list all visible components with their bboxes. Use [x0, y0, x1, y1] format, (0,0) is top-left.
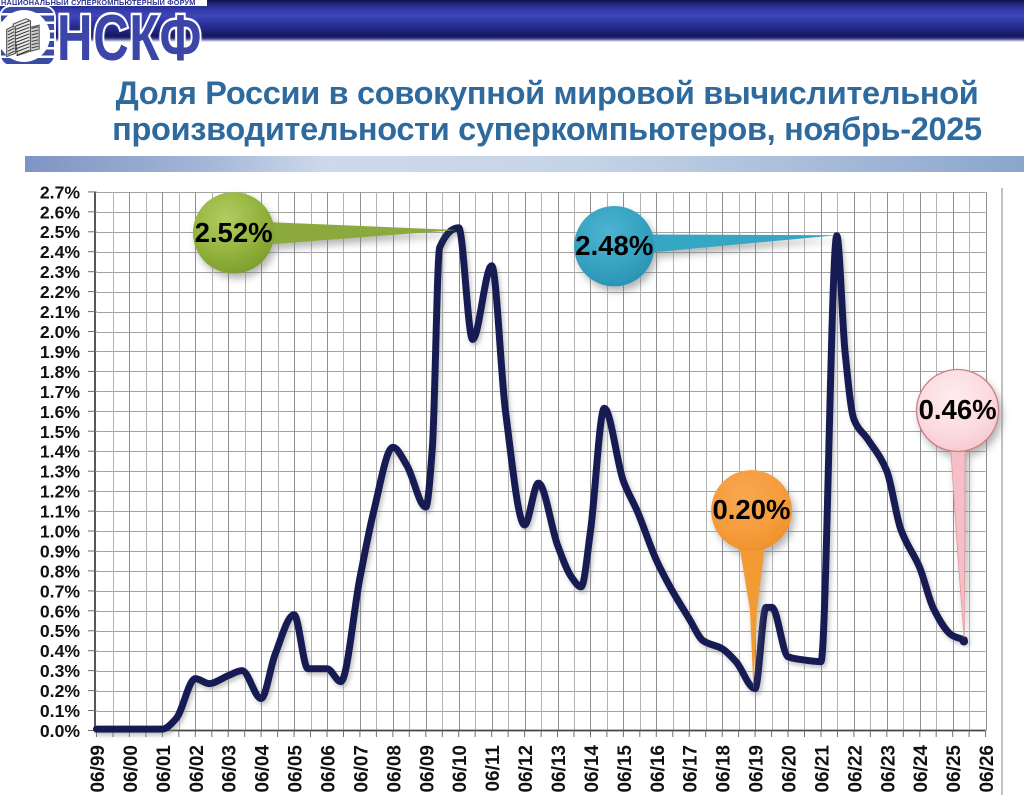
svg-text:06/02: 06/02 — [187, 745, 208, 793]
svg-text:06/10: 06/10 — [450, 745, 471, 793]
svg-text:0.4%: 0.4% — [40, 641, 80, 661]
svg-text:06/13: 06/13 — [549, 745, 570, 793]
svg-text:1.5%: 1.5% — [40, 422, 80, 442]
svg-text:0.3%: 0.3% — [40, 661, 80, 681]
svg-text:06/01: 06/01 — [154, 745, 175, 793]
svg-text:2.0%: 2.0% — [40, 322, 80, 342]
svg-text:06/24: 06/24 — [911, 745, 932, 793]
svg-text:0.7%: 0.7% — [40, 581, 80, 601]
svg-text:06/26: 06/26 — [977, 745, 998, 793]
svg-text:1.2%: 1.2% — [40, 482, 80, 502]
svg-text:06/12: 06/12 — [516, 745, 537, 793]
svg-text:1.6%: 1.6% — [40, 402, 80, 422]
svg-text:06/06: 06/06 — [319, 745, 340, 793]
svg-text:0.2%: 0.2% — [40, 681, 80, 701]
svg-text:2.52%: 2.52% — [195, 217, 273, 248]
svg-text:06/25: 06/25 — [944, 745, 965, 793]
svg-text:06/14: 06/14 — [582, 745, 603, 793]
svg-text:0.1%: 0.1% — [40, 701, 80, 721]
svg-text:06/09: 06/09 — [417, 745, 438, 793]
svg-text:06/04: 06/04 — [253, 745, 274, 793]
svg-text:06/03: 06/03 — [220, 745, 241, 793]
svg-text:06/23: 06/23 — [878, 745, 899, 793]
svg-text:0.0%: 0.0% — [40, 721, 80, 741]
svg-text:06/20: 06/20 — [780, 745, 801, 793]
svg-text:1.0%: 1.0% — [40, 522, 80, 542]
svg-text:0.9%: 0.9% — [40, 542, 80, 562]
svg-text:06/11: 06/11 — [483, 745, 504, 792]
svg-text:0.5%: 0.5% — [40, 621, 80, 641]
svg-text:2.3%: 2.3% — [40, 262, 80, 282]
svg-text:06/21: 06/21 — [813, 745, 834, 793]
svg-text:2.4%: 2.4% — [40, 242, 80, 262]
svg-text:06/99: 06/99 — [88, 745, 109, 793]
svg-text:1.9%: 1.9% — [40, 342, 80, 362]
svg-text:2.1%: 2.1% — [40, 302, 80, 322]
svg-text:0.8%: 0.8% — [40, 561, 80, 581]
svg-text:06/08: 06/08 — [384, 745, 405, 793]
svg-text:0.20%: 0.20% — [713, 494, 791, 525]
svg-text:06/17: 06/17 — [681, 745, 702, 793]
svg-text:1.3%: 1.3% — [40, 462, 80, 482]
svg-text:06/15: 06/15 — [615, 745, 636, 793]
svg-text:06/18: 06/18 — [714, 745, 735, 793]
svg-text:1.4%: 1.4% — [40, 442, 80, 462]
svg-text:1.7%: 1.7% — [40, 382, 80, 402]
svg-text:0.6%: 0.6% — [40, 601, 80, 621]
svg-text:2.48%: 2.48% — [575, 230, 653, 261]
svg-text:1.1%: 1.1% — [40, 502, 80, 522]
svg-text:06/05: 06/05 — [286, 745, 307, 793]
svg-text:2.5%: 2.5% — [40, 222, 80, 242]
svg-text:06/19: 06/19 — [747, 745, 768, 793]
svg-text:06/07: 06/07 — [351, 745, 372, 793]
svg-text:2.6%: 2.6% — [40, 202, 80, 222]
svg-text:2.2%: 2.2% — [40, 282, 80, 302]
svg-text:06/22: 06/22 — [845, 745, 866, 793]
svg-text:06/16: 06/16 — [648, 745, 669, 793]
svg-text:0.46%: 0.46% — [919, 394, 997, 425]
svg-text:2.7%: 2.7% — [40, 182, 80, 202]
svg-text:1.8%: 1.8% — [40, 362, 80, 382]
svg-text:06/00: 06/00 — [121, 745, 142, 793]
